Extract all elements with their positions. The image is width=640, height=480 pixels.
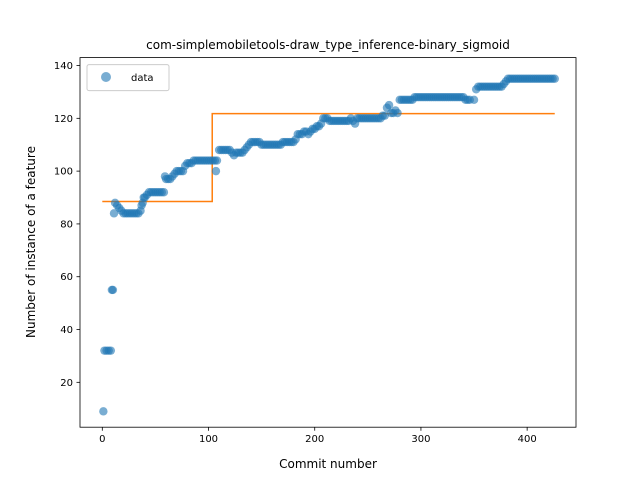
data-point [384, 100, 394, 110]
data-point [211, 166, 221, 176]
data-point [159, 188, 169, 197]
y-tick-label: 20 [60, 378, 73, 389]
x-tick-label: 100 [199, 434, 218, 445]
x-tick-label: 200 [305, 434, 324, 445]
y-tick-label: 40 [60, 325, 73, 336]
legend-label-data: data [131, 73, 154, 84]
data-point [550, 74, 559, 83]
chart-title: com-simplemobiletools-draw_type_inferenc… [146, 38, 510, 52]
data-point [99, 407, 108, 416]
legend-marker-data [101, 72, 111, 82]
legend-box [86, 64, 170, 92]
y-tick-label: 140 [54, 61, 73, 72]
data-point [380, 111, 390, 120]
legend: data [86, 64, 170, 92]
y-tick-label: 120 [54, 114, 73, 125]
plot-area [99, 74, 559, 416]
y-tick-label: 100 [54, 167, 73, 178]
axis-ticks: 0 100 200 300 400 20 40 60 80 100 120 140 [54, 61, 537, 445]
y-axis-label: Number of instance of a feature [24, 146, 38, 338]
x-tick-label: 0 [99, 434, 105, 445]
data-point [212, 156, 222, 165]
data-point [469, 95, 479, 105]
data-point [106, 346, 116, 355]
y-tick-label: 80 [60, 219, 73, 230]
x-tick-label: 300 [411, 434, 430, 445]
data-point [109, 209, 119, 218]
axes-frame [79, 57, 577, 428]
x-tick-label: 400 [518, 434, 537, 445]
x-axis-label: Commit number [279, 457, 377, 471]
data-point [108, 285, 118, 295]
y-tick-label: 60 [60, 272, 73, 283]
data-point [393, 108, 402, 118]
